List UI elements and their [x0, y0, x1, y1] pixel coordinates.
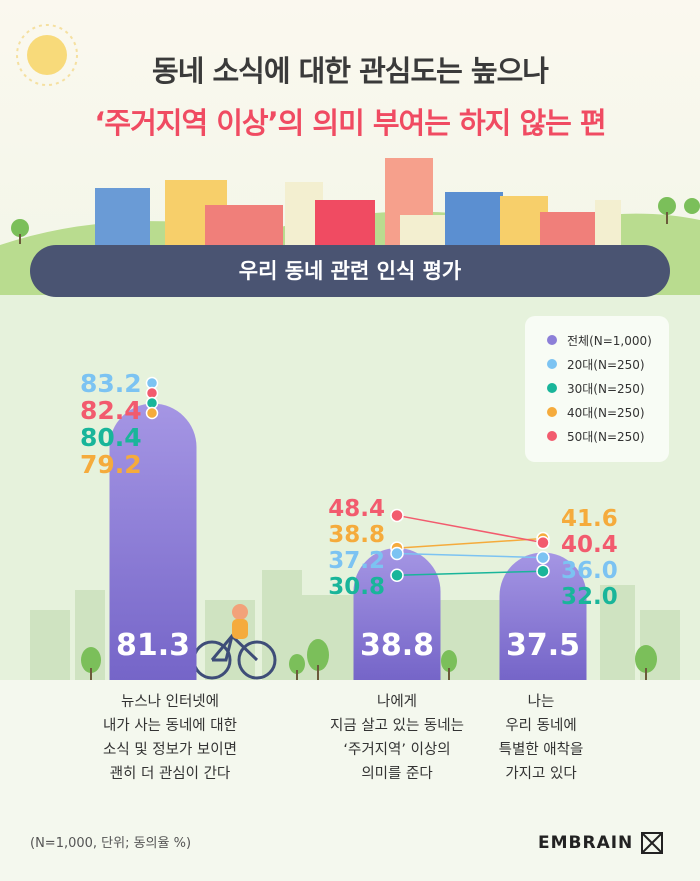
- bar-value-label-1: 81.3: [116, 628, 190, 663]
- data-label-age40-1: 79.2: [80, 450, 142, 479]
- data-label-age20-1: 83.2: [80, 369, 142, 398]
- category-label-2: 나에게 지금 살고 있는 동네는 ‘주거지역’ 이상의 의미를 준다: [330, 694, 464, 782]
- legend-item-total: 전체(N=1,000): [547, 328, 669, 352]
- data-point-age20-3: [536, 550, 550, 565]
- data-point-age50-2: [390, 508, 404, 523]
- title-line-1: 동네 소식에 대한 관심도는 높으나: [152, 54, 549, 88]
- data-point-age30-2: [390, 568, 404, 583]
- buildings-illustration: [95, 158, 621, 245]
- data-label-age40-2: 38.8: [328, 522, 385, 548]
- legend-label-age50: 50대(N=250): [567, 429, 645, 444]
- series-line-age20: [396, 552, 544, 559]
- tree-illustrations: [11, 197, 700, 680]
- data-point-age40-1: [145, 406, 159, 420]
- data-label-age20-3: 36.0: [561, 558, 618, 584]
- embrain-logo-icon: [641, 832, 664, 854]
- legend-swatch-age20: [547, 359, 557, 369]
- cyclist-illustration: [192, 604, 277, 680]
- legend-item-age30: 30대(N=250): [547, 376, 669, 400]
- legend-item-age20: 20대(N=250): [547, 352, 669, 376]
- legend-swatch-age40: [547, 407, 557, 417]
- legend-label-age30: 30대(N=250): [567, 381, 645, 396]
- data-point-age50-3: [536, 535, 550, 550]
- data-label-age20-2: 37.2: [328, 548, 385, 574]
- brand-logo: EMBRAIN: [538, 832, 664, 854]
- title-line-2: ‘주거지역 이상’의 의미 부여는 하지 않는 편: [94, 106, 606, 140]
- data-label-age30-1: 80.4: [80, 423, 142, 452]
- sun-icon: [16, 24, 78, 86]
- data-label-age30-2: 30.8: [328, 574, 385, 600]
- chart-legend: 전체(N=1,000) 20대(N=250) 30대(N=250) 40대(N=250…: [525, 316, 669, 462]
- bar-total-2: [353, 548, 441, 680]
- data-point-age30-3: [536, 564, 550, 578]
- legend-swatch-age30: [547, 383, 557, 393]
- series-line-age30: [396, 570, 544, 577]
- data-label-age30-3: 32.0: [561, 584, 618, 610]
- legend-swatch-age50: [547, 431, 557, 441]
- legend-label-age40: 40대(N=250): [567, 405, 645, 420]
- series-line-age50: [396, 514, 544, 544]
- data-point-age20-2: [390, 546, 404, 561]
- legend-label-total: 전체(N=1,000): [567, 333, 652, 348]
- series-line-age40: [396, 537, 544, 549]
- brand-name: EMBRAIN: [538, 833, 634, 853]
- category-label-3: 나는 우리 동네에 특별한 애착을 가지고 있다: [498, 694, 584, 782]
- bar-total-3: [499, 552, 587, 680]
- legend-label-age20: 20대(N=250): [567, 357, 645, 372]
- legend-item-age40: 40대(N=250): [547, 400, 669, 424]
- data-label-age50-3: 40.4: [561, 532, 618, 558]
- legend-item-age50: 50대(N=250): [547, 424, 669, 448]
- footnote: (N=1,000, 단위; 동의율 %): [30, 836, 192, 851]
- legend-swatch-total: [547, 335, 557, 345]
- data-label-age40-3: 41.6: [561, 506, 618, 532]
- chart-banner-title: 우리 동네 관련 인식 평가: [30, 245, 670, 297]
- category-label-1: 뉴스나 인터넷에 내가 사는 동네에 대한 소식 및 정보가 보이면 괜히 더 …: [103, 694, 237, 782]
- data-label-age50-1: 82.4: [80, 396, 142, 425]
- bar-total-1: [109, 403, 197, 680]
- data-label-age50-2: 48.4: [328, 496, 385, 522]
- bar-value-label-2: 38.8: [360, 628, 434, 663]
- bar-value-label-3: 37.5: [506, 628, 580, 663]
